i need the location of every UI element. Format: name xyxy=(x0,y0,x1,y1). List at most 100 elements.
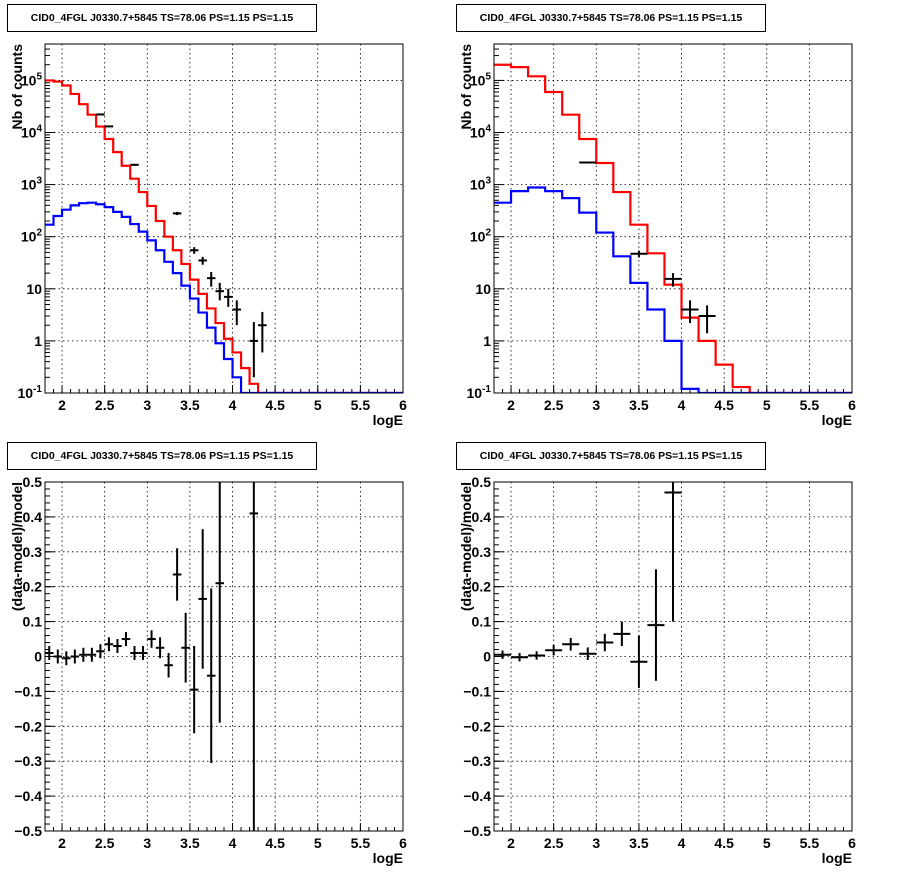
x-tick-label: 5.5 xyxy=(800,835,820,851)
plot-frame xyxy=(44,481,404,832)
plot-area xyxy=(45,482,259,831)
plot-area xyxy=(494,482,682,688)
y-tick-label: 10-1 xyxy=(467,384,492,401)
model-total-line xyxy=(45,79,403,393)
y-tick-label: 1 xyxy=(483,333,491,349)
x-axis-label: logE xyxy=(373,850,403,866)
y-tick-label: 105 xyxy=(21,71,43,88)
y-axis-label: Nb of counts xyxy=(9,44,25,130)
counts-chart-right: 2 2.5 3 3.5 4 4.5 5 5.5 6 10-1 1 10 102 103 104 105 logE… xyxy=(458,43,856,428)
y-tick-label: 0.3 xyxy=(23,544,43,560)
x-tick-label: 4.5 xyxy=(714,835,734,851)
y-tick-label: 0 xyxy=(483,649,491,665)
y-tick-label: 104 xyxy=(470,124,492,141)
x-tick-label: 5 xyxy=(314,397,322,413)
y-tick-label: 105 xyxy=(470,71,492,88)
y-tick-label: 0.4 xyxy=(23,509,43,525)
x-tick-label: 4.5 xyxy=(714,397,734,413)
y-axis-label: (data-model)/model xyxy=(9,482,25,611)
counts-panel-right: CID0_4FGL J0330.7+5845 TS=78.06 PS=1.15 … xyxy=(449,0,898,437)
residual-panel-right: CID0_4FGL J0330.7+5845 TS=78.06 PS=1.15 … xyxy=(449,438,898,875)
y-tick-label: 104 xyxy=(21,124,43,141)
x-tick-label: 4.5 xyxy=(265,397,285,413)
x-tick-label: 5 xyxy=(314,835,322,851)
y-tick-label: 1 xyxy=(34,333,42,349)
x-tick-label: 2 xyxy=(58,397,66,413)
plot-frame xyxy=(493,43,853,394)
y-tick-label: −0.2 xyxy=(14,718,42,734)
x-tick-label: 6 xyxy=(399,835,407,851)
residual-chart-left: 2 2.5 3 3.5 4 4.5 5 5.5 6 −0.5 −0.4 −0.3 −0.2 −0.1 0 0.… xyxy=(9,474,407,866)
plot-title: CID0_4FGL J0330.7+5845 TS=78.06 PS=1.15 … xyxy=(7,442,317,470)
y-tick-label: −0.5 xyxy=(14,823,42,839)
x-tick-label: 2.5 xyxy=(544,835,564,851)
plot-frame xyxy=(44,43,404,394)
plot-area xyxy=(494,63,852,393)
x-tick-label: 3 xyxy=(143,397,151,413)
x-tick-label: 3 xyxy=(143,835,151,851)
x-tick-label: 6 xyxy=(848,835,856,851)
y-tick-label: 0.1 xyxy=(472,614,492,630)
x-tick-label: 3 xyxy=(592,835,600,851)
y-tick-label: 0.2 xyxy=(472,579,492,595)
y-tick-label: 102 xyxy=(470,228,492,245)
y-tick-label: −0.3 xyxy=(14,753,42,769)
y-tick-label: 10-1 xyxy=(18,384,43,401)
y-tick-label: −0.4 xyxy=(463,788,491,804)
source-model-line xyxy=(45,201,403,393)
x-tick-label: 5.5 xyxy=(351,835,371,851)
x-tick-label: 2 xyxy=(58,835,66,851)
y-tick-label: −0.1 xyxy=(463,683,491,699)
x-tick-label: 3.5 xyxy=(629,397,649,413)
x-tick-label: 2.5 xyxy=(544,397,564,413)
plot-title: CID0_4FGL J0330.7+5845 TS=78.06 PS=1.15 … xyxy=(456,4,766,32)
x-tick-label: 2.5 xyxy=(95,397,115,413)
y-tick-label: 0.5 xyxy=(472,474,492,490)
x-tick-label: 5 xyxy=(763,835,771,851)
plot-area xyxy=(45,79,403,393)
residual-chart-right: 2 2.5 3 3.5 4 4.5 5 5.5 6 −0.5 −0.4 −0.3 −0.2 −0.1 0 0.… xyxy=(458,474,856,866)
x-tick-label: 2 xyxy=(507,835,515,851)
y-tick-label: 0.1 xyxy=(23,614,43,630)
plot-frame xyxy=(493,481,853,832)
x-tick-label: 4.5 xyxy=(265,835,285,851)
x-tick-label: 5.5 xyxy=(800,397,820,413)
x-tick-label: 4 xyxy=(678,397,686,413)
counts-panel-left: CID0_4FGL J0330.7+5845 TS=78.06 PS=1.15 … xyxy=(0,0,449,437)
x-tick-label: 6 xyxy=(848,397,856,413)
y-tick-label: −0.2 xyxy=(463,718,491,734)
x-tick-label: 3.5 xyxy=(180,397,200,413)
x-axis-label: logE xyxy=(822,412,852,428)
y-tick-label: 0.5 xyxy=(23,474,43,490)
source-model-line xyxy=(494,186,852,393)
y-tick-label: 10 xyxy=(26,281,42,297)
y-axis-label: Nb of counts xyxy=(458,44,474,130)
x-tick-label: 4 xyxy=(229,835,237,851)
y-tick-label: 0.4 xyxy=(472,509,492,525)
residual-panel-left: CID0_4FGL J0330.7+5845 TS=78.06 PS=1.15 … xyxy=(0,438,449,875)
x-tick-label: 4 xyxy=(678,835,686,851)
y-tick-label: −0.5 xyxy=(463,823,491,839)
plot-title: CID0_4FGL J0330.7+5845 TS=78.06 PS=1.15 … xyxy=(456,442,766,470)
counts-chart-left: 2 2.5 3 3.5 4 4.5 5 5.5 6 10-1 1 10 102 103 104 105 logE… xyxy=(9,43,407,428)
x-tick-label: 2 xyxy=(507,397,515,413)
x-tick-label: 3.5 xyxy=(629,835,649,851)
y-tick-label: −0.4 xyxy=(14,788,42,804)
plot-title: CID0_4FGL J0330.7+5845 TS=78.06 PS=1.15 … xyxy=(7,4,317,32)
y-tick-label: 10 xyxy=(475,281,491,297)
x-tick-label: 6 xyxy=(399,397,407,413)
y-tick-label: 0.2 xyxy=(23,579,43,595)
y-axis-label: (data-model)/model xyxy=(458,482,474,611)
x-tick-label: 5 xyxy=(763,397,771,413)
x-tick-label: 2.5 xyxy=(95,835,115,851)
y-tick-label: 102 xyxy=(21,228,43,245)
x-axis-label: logE xyxy=(373,412,403,428)
x-tick-label: 3 xyxy=(592,397,600,413)
x-tick-label: 3.5 xyxy=(180,835,200,851)
x-axis-label: logE xyxy=(822,850,852,866)
y-tick-label: 0.3 xyxy=(472,544,492,560)
x-tick-label: 4 xyxy=(229,397,237,413)
y-tick-label: −0.1 xyxy=(14,683,42,699)
y-tick-label: 103 xyxy=(21,176,43,193)
y-tick-label: 0 xyxy=(34,649,42,665)
